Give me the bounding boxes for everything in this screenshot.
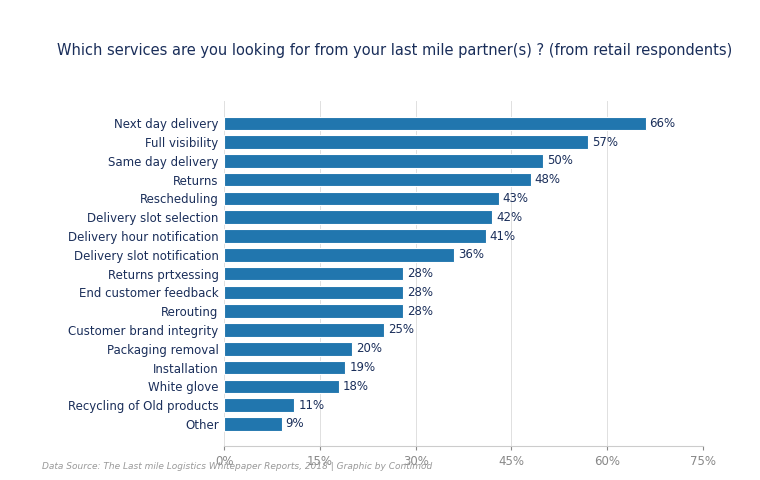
Bar: [224, 398, 294, 412]
Bar: [224, 286, 403, 299]
Bar: [224, 154, 543, 168]
Bar: [224, 229, 486, 243]
Bar: [224, 135, 588, 149]
Text: 25%: 25%: [388, 324, 413, 336]
Text: 19%: 19%: [350, 361, 375, 374]
Bar: [224, 267, 403, 280]
Text: 66%: 66%: [649, 117, 676, 130]
Text: 42%: 42%: [496, 211, 522, 224]
Bar: [224, 380, 339, 393]
Text: 28%: 28%: [407, 286, 432, 299]
Bar: [224, 342, 352, 356]
Text: 11%: 11%: [298, 398, 325, 412]
Text: 20%: 20%: [356, 342, 382, 355]
Text: 41%: 41%: [489, 229, 516, 242]
Bar: [224, 417, 282, 431]
Bar: [224, 361, 346, 374]
Bar: [224, 304, 403, 318]
Bar: [224, 248, 454, 262]
Text: 48%: 48%: [534, 173, 560, 186]
Text: 57%: 57%: [592, 135, 618, 149]
Text: Data Source: The Last mile Logistics Whitepaper Reports, 2018 | Graphic by Conti: Data Source: The Last mile Logistics Whi…: [42, 462, 432, 471]
Bar: [224, 192, 499, 205]
Text: 43%: 43%: [502, 192, 528, 205]
Text: 9%: 9%: [286, 418, 304, 431]
Text: Which services are you looking for from your last mile partner(s) ? (from retail: Which services are you looking for from …: [57, 43, 732, 58]
Text: 28%: 28%: [407, 267, 432, 280]
Text: 28%: 28%: [407, 305, 432, 318]
Bar: [224, 210, 492, 224]
Bar: [224, 323, 384, 337]
Bar: [224, 173, 530, 186]
Text: 18%: 18%: [343, 380, 369, 393]
Text: 36%: 36%: [458, 248, 484, 261]
Bar: [224, 117, 645, 130]
Text: 50%: 50%: [547, 155, 573, 168]
